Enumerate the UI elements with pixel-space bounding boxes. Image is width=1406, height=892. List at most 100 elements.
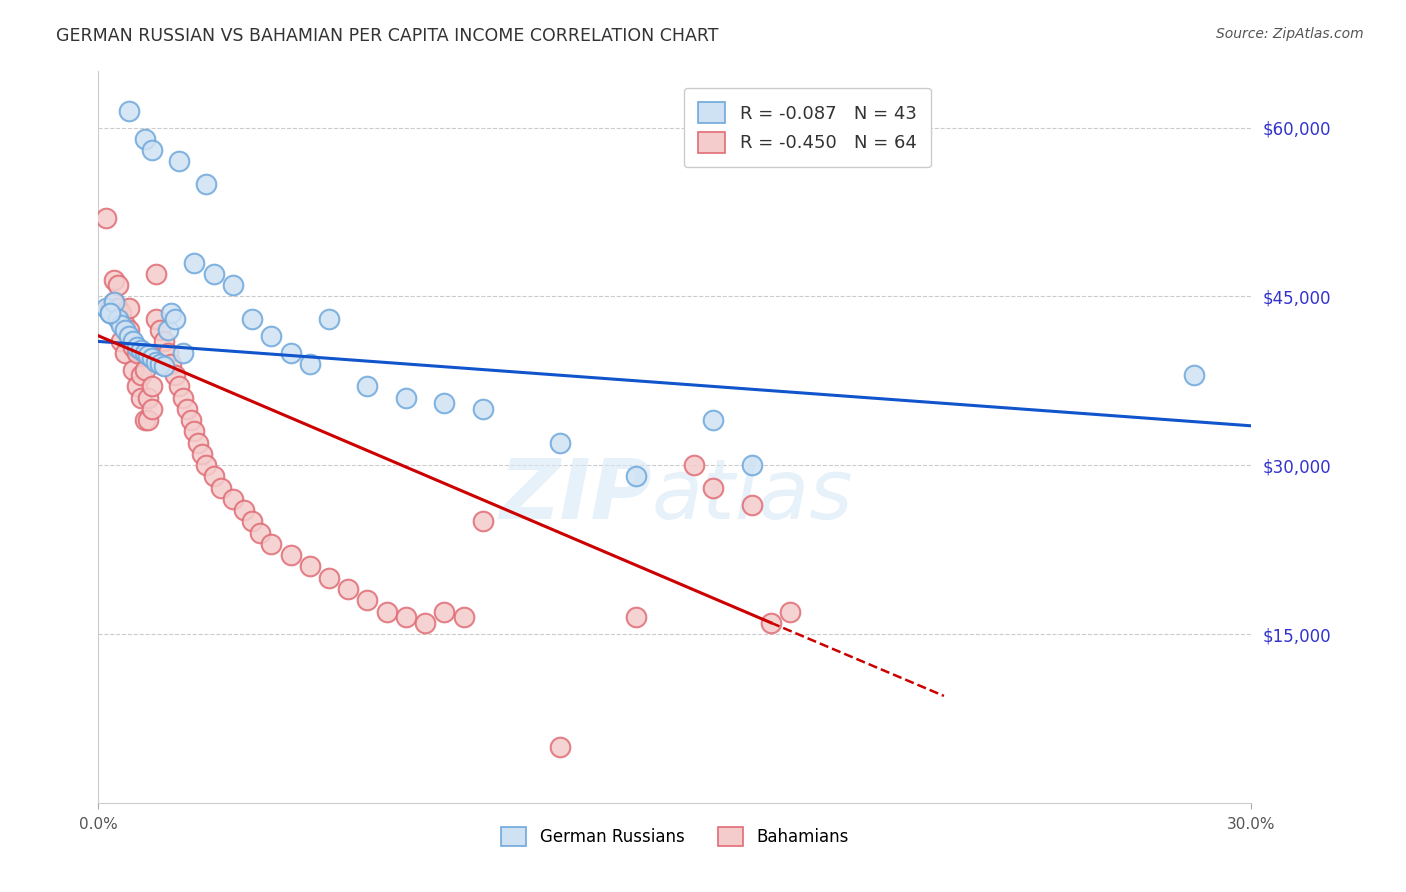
Point (356, 593, 378, 607)
Point (141, 143, 163, 157)
Point (107, 301, 129, 315)
Point (165, 312, 187, 326)
Point (260, 537, 283, 551)
Point (94, 301, 117, 315)
Point (395, 610, 418, 624)
Point (240, 312, 263, 326)
Point (125, 345, 148, 359)
Point (103, 295, 125, 310)
Point (1182, 368, 1205, 383)
Point (167, 379, 190, 393)
Point (280, 548, 302, 562)
Point (138, 348, 160, 362)
Point (167, 154, 190, 169)
Point (114, 318, 136, 332)
Point (176, 401, 198, 416)
Point (145, 312, 167, 326)
Point (702, 481, 724, 495)
Point (107, 278, 129, 293)
Point (122, 340, 145, 354)
Point (160, 306, 183, 320)
Point (741, 498, 763, 512)
Point (240, 515, 263, 529)
Point (222, 278, 245, 293)
Point (183, 255, 205, 269)
Point (626, 610, 648, 624)
Point (98, 301, 121, 315)
Point (98, 306, 121, 320)
Point (134, 345, 156, 359)
Point (118, 301, 141, 315)
Point (118, 103, 141, 118)
Point (180, 413, 202, 427)
Point (298, 357, 321, 371)
Point (337, 582, 360, 596)
Point (356, 379, 378, 393)
Text: ZIP: ZIP (499, 455, 652, 536)
Point (202, 469, 225, 483)
Point (145, 354, 167, 368)
Point (165, 368, 187, 383)
Point (375, 605, 398, 619)
Point (125, 379, 148, 393)
Text: Source: ZipAtlas.com: Source: ZipAtlas.com (1216, 27, 1364, 41)
Point (195, 177, 218, 191)
Point (160, 357, 183, 371)
Point (134, 413, 156, 427)
Point (433, 396, 456, 410)
Point (741, 458, 763, 473)
Point (433, 605, 456, 619)
Point (141, 401, 163, 416)
Point (249, 525, 271, 540)
Text: GERMAN RUSSIAN VS BAHAMIAN PER CAPITA INCOME CORRELATION CHART: GERMAN RUSSIAN VS BAHAMIAN PER CAPITA IN… (56, 27, 718, 45)
Point (318, 312, 340, 326)
Point (141, 379, 163, 393)
Point (156, 323, 179, 337)
Point (298, 559, 321, 574)
Point (103, 272, 125, 286)
Point (152, 334, 174, 349)
Point (114, 345, 136, 359)
Point (129, 343, 152, 358)
Point (759, 615, 782, 630)
Point (98, 306, 121, 320)
Point (187, 435, 209, 450)
Point (260, 328, 283, 343)
Point (626, 469, 648, 483)
Point (779, 605, 801, 619)
Point (125, 340, 148, 354)
Point (138, 413, 160, 427)
Point (683, 458, 706, 473)
Point (118, 328, 141, 343)
Point (129, 368, 152, 383)
Point (110, 334, 132, 349)
Point (471, 515, 494, 529)
Point (471, 401, 494, 416)
Point (94, 211, 117, 225)
Point (134, 132, 156, 146)
Point (129, 391, 152, 405)
Point (209, 481, 232, 495)
Point (110, 306, 132, 320)
Point (395, 391, 418, 405)
Point (122, 334, 145, 349)
Point (114, 323, 136, 337)
Point (141, 351, 163, 366)
Point (548, 435, 571, 450)
Point (172, 391, 194, 405)
Point (149, 357, 172, 371)
Point (191, 447, 214, 461)
Point (453, 610, 475, 624)
Point (202, 267, 225, 281)
Point (138, 391, 160, 405)
Point (149, 323, 172, 337)
Point (702, 413, 724, 427)
Point (145, 267, 167, 281)
Point (118, 323, 141, 337)
Legend: German Russians, Bahamians: German Russians, Bahamians (495, 821, 855, 853)
Point (156, 345, 179, 359)
Point (183, 425, 205, 439)
Point (195, 458, 218, 473)
Point (233, 503, 256, 517)
Point (103, 295, 125, 310)
